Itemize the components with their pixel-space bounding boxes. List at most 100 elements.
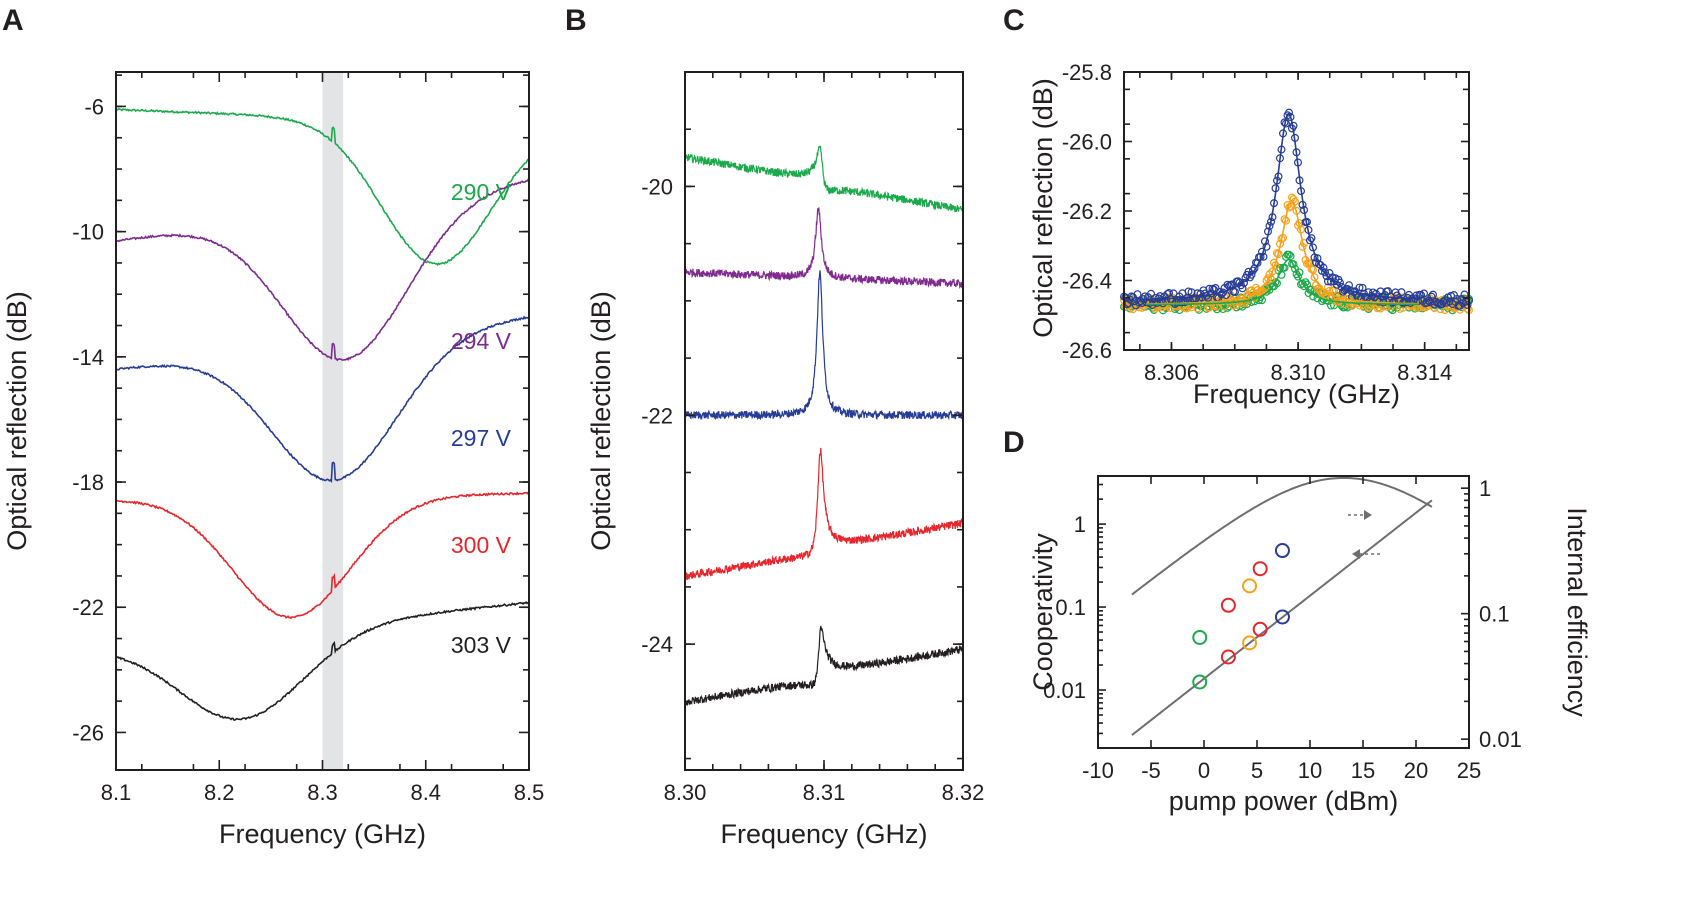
series-line-294v	[684, 207, 964, 290]
panel-c-ytick-label: -26.0	[1062, 130, 1112, 155]
series-line-300v	[684, 447, 964, 580]
data-point	[1220, 649, 1236, 665]
data-point	[1247, 270, 1256, 279]
panel-a-ytick-label: -14	[72, 345, 104, 370]
series-label: 303 V	[451, 632, 512, 658]
x-axis-title: Frequency (GHz)	[219, 819, 426, 849]
panel-d-xtick-label: 20	[1404, 758, 1428, 783]
series-line-300v	[115, 491, 530, 620]
data-point	[1428, 290, 1437, 299]
x-axis-title: Frequency (GHz)	[1193, 379, 1400, 409]
data-point	[1425, 298, 1434, 307]
panel-a-ytick-label: -22	[72, 595, 104, 620]
data-point	[1242, 578, 1258, 594]
panel-a-xtick-label: 8.4	[410, 780, 441, 805]
y-axis-title-right: Internal efficiency	[1562, 507, 1592, 717]
data-point	[1284, 250, 1293, 259]
panel-d: D -10 -5 0 5 10 15 20 25 1 0.1 0.01 1 0.1 0.01 pump pow…	[1003, 426, 1592, 816]
series-line-294v	[115, 178, 530, 362]
fit-line-orange	[1146, 199, 1419, 305]
data-point	[1419, 289, 1428, 298]
panel-letter-b: B	[565, 4, 587, 37]
series-line-303v	[684, 625, 964, 706]
panel-a-xtick-label: 8.2	[204, 780, 235, 805]
x-axis-title: pump power (dBm)	[1169, 786, 1399, 816]
data-point	[1355, 301, 1364, 310]
data-point	[1223, 280, 1232, 289]
panel-a-xtick-label: 8.5	[514, 780, 545, 805]
y-axis-title: Optical reflection (dB)	[2, 291, 32, 551]
data-point	[1358, 283, 1367, 292]
y-axis-title: Optical reflection (dB)	[1028, 78, 1058, 338]
data-point	[1248, 266, 1257, 275]
data-point	[1326, 294, 1335, 303]
data-point	[1137, 298, 1146, 307]
efficiency-fit-line	[1131, 476, 1433, 596]
data-point	[1242, 635, 1258, 651]
data-point	[1181, 297, 1190, 306]
cooperativity-fit-line	[1131, 499, 1433, 736]
panel-b: B 8.30 8.31 8.32 -20 -22 -24 Frequency (GHz) Opt…	[565, 4, 984, 849]
panel-c-xtick-label: 8.306	[1144, 360, 1199, 385]
data-point	[1239, 278, 1248, 287]
panel-a-xtick-label: 8.3	[307, 780, 338, 805]
y-axis-title: Cooperativity	[1028, 533, 1058, 691]
panel-d-right-tick-label: 1	[1479, 476, 1491, 501]
panel-b-ytick-label: -20	[641, 174, 673, 199]
panel-d-xtick-label: -5	[1141, 758, 1161, 783]
y-axis-title: Optical reflection (dB)	[586, 291, 616, 551]
data-point	[1274, 609, 1290, 625]
data-point	[1422, 298, 1431, 307]
data-point	[1310, 273, 1319, 282]
data-point	[1217, 290, 1226, 299]
panel-a-ytick-label: -18	[72, 470, 104, 495]
panel-c-ytick-label: -25.8	[1062, 60, 1112, 85]
data-point	[1463, 304, 1472, 313]
panel-letter-a: A	[2, 4, 24, 37]
data-point	[1286, 252, 1295, 261]
fit-line-blue	[1146, 112, 1419, 301]
data-point	[1397, 288, 1406, 297]
data-point	[1355, 283, 1364, 292]
series-label: 300 V	[451, 532, 512, 558]
panel-c-ytick-label: -26.4	[1062, 269, 1112, 294]
data-point	[1252, 561, 1268, 577]
data-point	[1169, 289, 1178, 298]
x-axis-title: Frequency (GHz)	[720, 819, 927, 849]
panel-a-xtick-label: 8.1	[101, 780, 132, 805]
panel-d-right-tick-label: 0.1	[1479, 602, 1510, 627]
data-point	[1130, 297, 1139, 306]
data-point	[1133, 290, 1142, 299]
data-point	[1365, 295, 1374, 304]
panel-b-xtick-label: 8.31	[803, 780, 846, 805]
panel-d-xtick-label: 15	[1351, 758, 1375, 783]
panel-c-xtick-label: 8.310	[1271, 360, 1326, 385]
series-line-290v	[115, 107, 530, 267]
data-point	[1184, 287, 1193, 296]
panel-b-xtick-label: 8.30	[664, 780, 707, 805]
series-label: 294 V	[451, 328, 512, 354]
data-point	[1284, 108, 1293, 117]
panel-d-xtick-label: 0	[1198, 758, 1210, 783]
series-line-303v	[115, 600, 530, 721]
fit-line-green	[1146, 258, 1419, 306]
panel-c: C 8.306 8.310 8.314 -25.8 -26.0 -26.2 -26.4 -26.…	[1003, 4, 1473, 409]
data-point	[1320, 268, 1329, 277]
data-point	[1205, 284, 1214, 293]
series-label: 290 V	[451, 179, 512, 205]
arrow-right-icon-head	[1364, 510, 1372, 520]
panel-b-ytick-label: -22	[641, 403, 673, 428]
data-point	[1289, 260, 1298, 269]
data-point	[1239, 299, 1248, 308]
series-label: 297 V	[451, 425, 512, 451]
panel-d-ytick-label: 0.1	[1055, 595, 1086, 620]
data-point	[1220, 597, 1236, 613]
arrow-left-icon-head	[1352, 549, 1360, 559]
panel-a-ytick-label: -26	[72, 720, 104, 745]
panel-d-ytick-label: 0.01	[1043, 678, 1086, 703]
panel-letter-d: D	[1003, 426, 1025, 459]
data-point	[1192, 674, 1208, 690]
data-point	[1427, 292, 1436, 301]
panel-c-ytick-label: -26.2	[1062, 199, 1112, 224]
data-point	[1257, 296, 1266, 305]
